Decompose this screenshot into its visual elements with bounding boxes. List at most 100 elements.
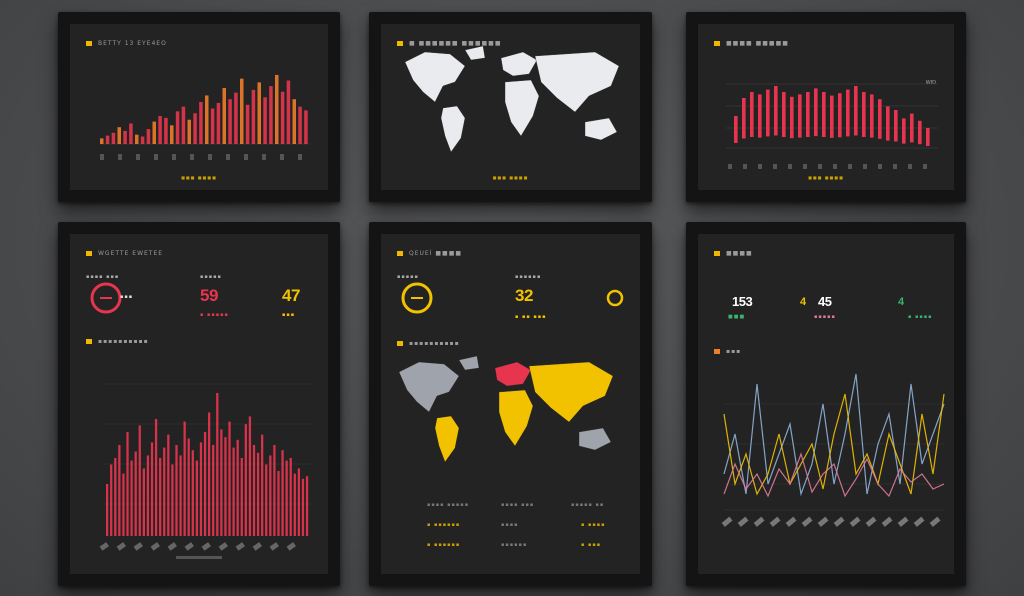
bar: [205, 95, 209, 144]
bar: [175, 111, 180, 144]
bar: [195, 460, 199, 536]
bar: [774, 86, 778, 136]
bar: [154, 419, 158, 536]
bar: [269, 86, 273, 144]
bar: [105, 135, 110, 144]
bar: [135, 134, 139, 144]
tick-label: [286, 542, 296, 551]
tick-label: [226, 154, 230, 160]
bar: [830, 95, 834, 138]
accent-square-icon: [86, 339, 92, 344]
kpi-caption: ▪ ▪▪▪▪: [908, 314, 933, 320]
bar: [297, 468, 301, 536]
bar: [111, 132, 116, 144]
bar: [838, 93, 842, 138]
bar: [106, 484, 109, 536]
panel-footer: ■■■ ■■■■: [181, 175, 217, 180]
panel-header: ■■■■ ■■■■■: [714, 40, 789, 47]
bar: [248, 416, 252, 536]
accent-square-icon: [86, 41, 92, 46]
tick-label: [269, 542, 279, 551]
bar: [208, 412, 211, 536]
bar: [902, 118, 906, 144]
bar: [886, 106, 890, 141]
panel-header: ■■■■: [714, 250, 753, 257]
kpi-value-1: 59: [200, 286, 218, 305]
tick-label: [136, 154, 140, 160]
accent-square-icon: [86, 251, 92, 256]
bar: [159, 458, 162, 536]
bar: [187, 438, 190, 536]
section-header: ▪▪▪: [714, 348, 741, 355]
bar: [273, 445, 276, 536]
bar: [220, 429, 223, 536]
panel-header: QEUEİ ■■■■: [397, 250, 462, 257]
bar: [240, 458, 243, 536]
bar: [245, 104, 250, 144]
tick-label: [753, 516, 765, 527]
bar: [742, 98, 746, 139]
bar: [212, 445, 215, 536]
bar: [183, 421, 186, 536]
tick-label: [785, 516, 797, 527]
axis-label: WID: [925, 80, 936, 86]
accent-square-icon: [397, 251, 403, 256]
bar: [228, 99, 232, 144]
bar: [862, 92, 866, 137]
ring-gauge: [401, 282, 433, 314]
tick-label: [818, 164, 822, 169]
tick-label: [833, 516, 845, 527]
frame-1: BETTY 13 EYE4EO ■■■ ■■■■: [58, 12, 340, 202]
bar: [304, 110, 308, 144]
legend-label: ▪ ▪▪▪▪: [581, 522, 606, 528]
bar: [870, 94, 874, 138]
accent-square-icon: [714, 349, 720, 354]
australia-shape: [584, 117, 618, 141]
bar: [114, 458, 117, 536]
bar: [275, 74, 279, 144]
tick-label: [769, 516, 781, 527]
kpi-caption: ▪ ▪▪▪▪▪: [200, 312, 229, 318]
tick-label: [803, 164, 807, 169]
bar-chart: [99, 383, 312, 559]
kpi-caption: ▪▪▪▪▪▪: [515, 274, 542, 280]
tick-label: [280, 154, 284, 160]
bar: [216, 393, 219, 536]
africa-shape: [504, 79, 540, 137]
tick-label: [167, 542, 177, 551]
north-america-shape: [398, 361, 460, 413]
australia-shape: [578, 427, 612, 451]
panel-world-map-top: ■ ■■■■■■ ■■■■■■ ■■■ ■■■■: [381, 24, 640, 190]
tick-label: [133, 542, 143, 551]
frame-2: ■ ■■■■■■ ■■■■■■ ■■■ ■■■■: [369, 12, 652, 202]
tick-label: [737, 516, 749, 527]
bar: [152, 121, 156, 144]
bar: [782, 92, 786, 137]
europe-shape: [494, 361, 532, 387]
bar: [798, 94, 802, 138]
bar: [142, 468, 145, 536]
panel-bar-chart-top-left: BETTY 13 EYE4EO ■■■ ■■■■: [70, 24, 328, 190]
tick-label: [262, 154, 266, 160]
axis-caption: [176, 556, 222, 559]
bar: [175, 445, 178, 536]
tick-label: [298, 154, 302, 160]
tick-label: [923, 164, 927, 169]
north-america-shape: [404, 51, 466, 103]
greenland-shape: [464, 45, 486, 61]
accent-square-icon: [397, 341, 403, 346]
bar: [117, 127, 121, 144]
greenland-shape: [458, 355, 480, 371]
legend-label: ▪ ▪▪▪: [581, 542, 602, 548]
bar: [224, 437, 227, 536]
tick-label: [848, 164, 852, 169]
tick-label: [184, 542, 194, 551]
bar: [846, 89, 850, 137]
bar: [146, 455, 150, 536]
bar: [126, 432, 129, 536]
bar: [187, 119, 191, 144]
panel-title: ■ ■■■■■■ ■■■■■■: [409, 40, 502, 47]
legend-label: ▪▪▪▪▪▪: [501, 542, 528, 548]
tick-label: [208, 154, 212, 160]
kpi-value-4: 4: [898, 296, 904, 308]
